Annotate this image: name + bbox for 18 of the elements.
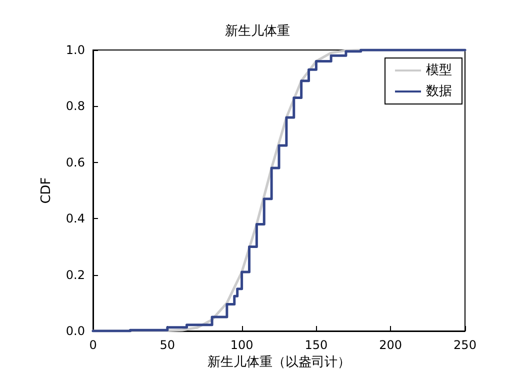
legend-label: 数据 <box>426 84 452 99</box>
y-tick-label: 0.8 <box>66 99 85 114</box>
legend-label: 模型 <box>426 63 452 78</box>
x-tick-label: 150 <box>304 338 328 352</box>
y-tick-label: 0.4 <box>66 212 85 226</box>
x-tick-label: 50 <box>160 338 176 352</box>
x-tick-label: 200 <box>379 338 402 352</box>
x-tick-label: 100 <box>230 338 254 352</box>
line-series <box>92 48 466 332</box>
x-tick-label: 250 <box>454 338 476 352</box>
y-tick-label: 0.6 <box>66 155 85 170</box>
x-axis-title: 新生儿体重（以盎司计） <box>208 354 350 370</box>
y-tick-label: 0.0 <box>66 324 85 338</box>
x-tick-label: 0 <box>89 338 97 352</box>
chart-title: 新生儿体重 <box>225 24 290 39</box>
y-tick-label: 0.2 <box>66 268 85 282</box>
y-axis-title: CDF <box>39 177 54 204</box>
y-tick-label: 1.0 <box>66 43 85 57</box>
